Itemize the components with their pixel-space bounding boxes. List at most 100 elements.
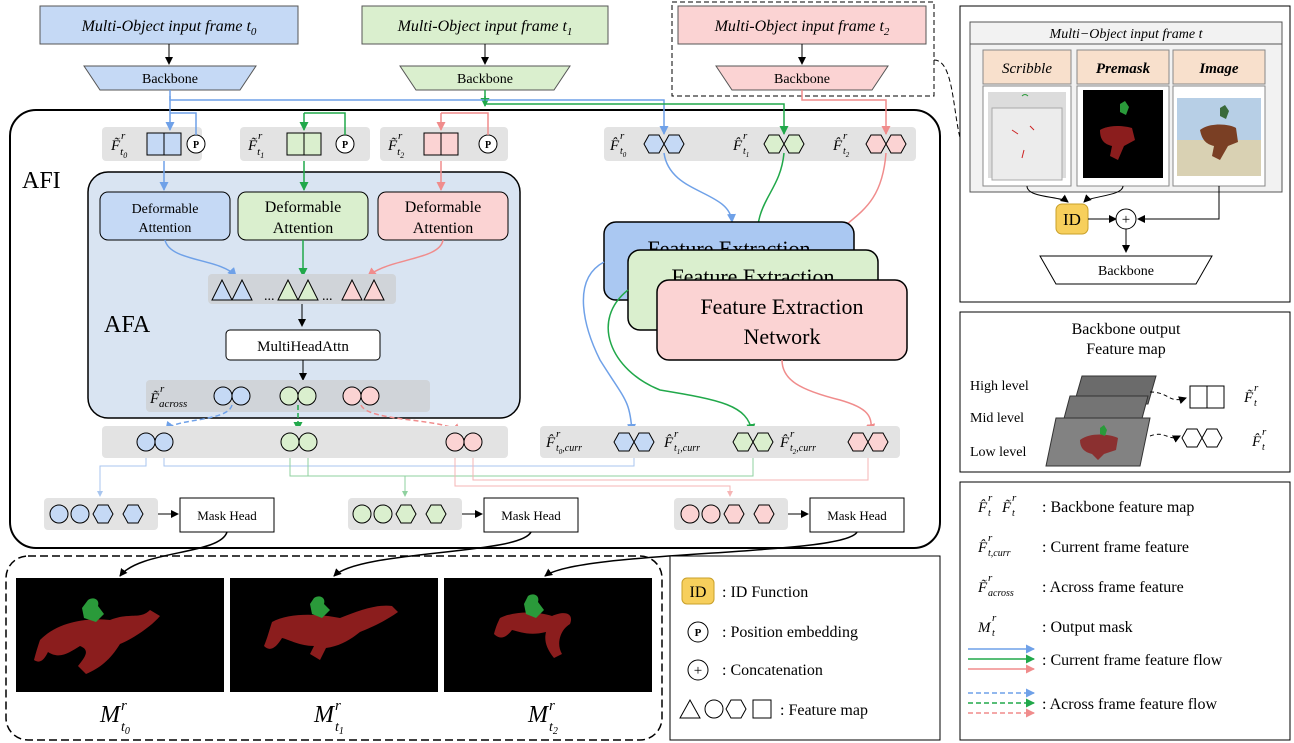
svg-text:Deformable: Deformable <box>132 202 199 217</box>
svg-text:across: across <box>159 398 187 410</box>
svg-text:F̂: F̂ <box>977 540 988 556</box>
svg-text:F̂: F̂ <box>732 138 743 154</box>
svg-text:Premask: Premask <box>1096 61 1151 77</box>
svg-text:...: ... <box>264 289 275 304</box>
svg-text:r: r <box>1262 426 1267 438</box>
svg-text:P: P <box>342 140 348 151</box>
svg-text:t0: t0 <box>620 146 627 159</box>
svg-text:Mask Head: Mask Head <box>197 508 257 523</box>
svg-text:Multi-Object input frame t1: Multi-Object input frame t1 <box>397 18 573 38</box>
svg-text:r: r <box>992 612 997 624</box>
svg-text:r: r <box>556 428 561 440</box>
svg-text:Deformable: Deformable <box>405 199 481 216</box>
svg-text:Backbone: Backbone <box>1098 264 1154 279</box>
svg-text:: Feature map: : Feature map <box>780 702 868 719</box>
svg-text:r: r <box>620 130 625 142</box>
svg-text:P: P <box>193 140 199 151</box>
svg-text:High level: High level <box>970 379 1029 394</box>
svg-text:Feature map: Feature map <box>1086 341 1166 358</box>
backbone-output-panel: Backbone output Feature map High level M… <box>959 311 1291 473</box>
svg-text:t: t <box>1012 508 1015 519</box>
svg-text:Image: Image <box>1198 61 1239 77</box>
legend-symbols: ID : ID Function P : Position embedding … <box>669 555 941 741</box>
svg-text:F̂: F̂ <box>609 138 620 154</box>
svg-text:t: t <box>1254 398 1257 409</box>
svg-text:F̂: F̂ <box>977 500 988 516</box>
svg-text:+: + <box>694 663 702 679</box>
svg-text:r: r <box>121 698 127 714</box>
backbone-t1: Backbone <box>399 65 571 91</box>
svg-text:Attention: Attention <box>139 221 192 236</box>
svg-text:r: r <box>398 130 403 142</box>
svg-text:: Current frame feature flow: : Current frame feature flow <box>1042 652 1223 669</box>
tilde-feature-t2: F̃t2 r P <box>380 127 508 161</box>
svg-text:r: r <box>988 492 993 504</box>
mask-input-t1 <box>348 498 462 530</box>
svg-text:M: M <box>313 702 336 728</box>
mask-input-t0 <box>44 498 158 530</box>
backbone-t0: Backbone <box>83 65 257 91</box>
svg-text:F̂: F̂ <box>1251 434 1262 450</box>
svg-text:t: t <box>1262 442 1265 453</box>
svg-text:Feature Extraction: Feature Extraction <box>700 294 863 319</box>
svg-text:F̂: F̂ <box>545 435 556 451</box>
feature-extraction-network-t2: Feature Extraction Network <box>656 279 908 361</box>
svg-text:Backbone: Backbone <box>774 72 830 87</box>
svg-text:ID: ID <box>690 584 707 601</box>
svg-text:: Current frame feature: : Current frame feature <box>1042 539 1189 556</box>
tilde-feature-t1: F̃t1 r P <box>240 127 370 161</box>
svg-text:F̂: F̂ <box>779 435 790 451</box>
svg-text:t0,curr: t0,curr <box>556 443 582 456</box>
svg-text:...: ... <box>322 289 333 304</box>
mask-head-t1: Mask Head <box>483 497 579 533</box>
svg-text:+: + <box>1122 212 1130 228</box>
svg-text:t,curr: t,curr <box>988 548 1011 559</box>
svg-text:Deformable: Deformable <box>265 199 341 216</box>
svg-text:Multi-Object input frame t2: Multi-Object input frame t2 <box>714 18 890 38</box>
svg-text:ID: ID <box>1063 210 1081 229</box>
mask-input-t2 <box>674 498 788 530</box>
svg-text:: Backbone feature map: : Backbone feature map <box>1042 499 1194 516</box>
svg-text:r: r <box>335 698 341 714</box>
svg-text:t2: t2 <box>843 146 850 159</box>
svg-text:M: M <box>99 702 122 728</box>
svg-text:r: r <box>258 130 263 142</box>
afi-label: AFI <box>22 168 61 194</box>
output-labels: M r t0 M r t1 M r t2 <box>99 698 558 737</box>
afa-label: AFA <box>104 312 151 338</box>
svg-text:r: r <box>160 383 165 395</box>
svg-text:r: r <box>988 532 993 544</box>
svg-text:F̂: F̂ <box>832 138 843 154</box>
svg-text:r: r <box>790 428 795 440</box>
svg-text:M: M <box>527 702 550 728</box>
attention-tokens-row: ... ... <box>208 274 396 304</box>
svg-text:Backbone: Backbone <box>142 72 198 87</box>
svg-text:F̃t1: F̃t1 <box>247 138 264 160</box>
tilde-feature-t0: F̃t0 r P <box>102 127 206 161</box>
svg-text:across: across <box>988 588 1014 599</box>
svg-text:r: r <box>988 572 993 584</box>
svg-text:: Across frame feature: : Across frame feature <box>1042 579 1184 596</box>
input-frame-t1: Multi-Object input frame t1 <box>361 5 609 45</box>
deformable-attention-t2: Deformable Attention <box>377 191 509 241</box>
multi-head-attention: MultiHeadAttn <box>225 329 381 361</box>
legend-notation: F̂ r t F̃ r t : Backbone feature map F̂ … <box>959 481 1291 741</box>
svg-text:P: P <box>695 627 702 639</box>
svg-text:F̂: F̂ <box>663 435 674 451</box>
svg-text:Multi-Object input frame t0: Multi-Object input frame t0 <box>81 18 257 38</box>
svg-text:r: r <box>743 130 748 142</box>
output-mask-t0 <box>16 578 224 692</box>
svg-text:r: r <box>549 698 555 714</box>
svg-text:MultiHeadAttn: MultiHeadAttn <box>257 339 349 355</box>
current-feature-row: F̂ r t0,curr F̂ r t1,curr F̂ r t2,curr <box>540 426 900 458</box>
svg-text:F̃: F̃ <box>1001 500 1012 516</box>
svg-text:t0: t0 <box>121 720 130 737</box>
deformable-attention-t1: Deformable Attention <box>237 191 369 241</box>
svg-text:F̃t0: F̃t0 <box>110 138 127 160</box>
backbone-t2: Backbone <box>715 65 889 91</box>
output-masks-box <box>5 555 663 741</box>
svg-text:: Output mask: : Output mask <box>1042 619 1133 636</box>
svg-text:F̃t2: F̃t2 <box>387 138 404 160</box>
svg-text:t2,curr: t2,curr <box>790 443 816 456</box>
svg-text:Multi−Object input frame t: Multi−Object input frame t <box>1049 27 1204 42</box>
